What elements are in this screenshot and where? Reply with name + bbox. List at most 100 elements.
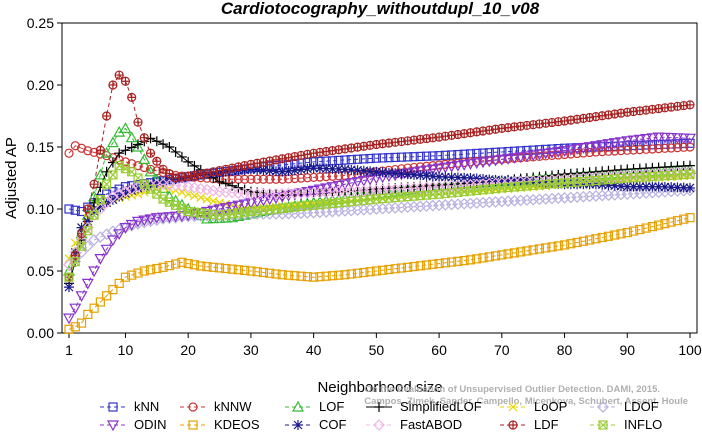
data-point — [108, 285, 118, 295]
data-point — [534, 177, 545, 188]
data-point — [320, 183, 333, 195]
data-point — [158, 139, 169, 150]
data-point — [315, 272, 325, 282]
data-point — [421, 170, 432, 181]
data-point — [133, 161, 143, 171]
x-tick-label: 30 — [243, 342, 259, 358]
legend-label: LoOP — [534, 399, 567, 414]
legend-item-ldof: LDOF — [590, 399, 659, 414]
data-point — [403, 262, 413, 272]
data-point — [151, 136, 162, 147]
data-point — [685, 100, 695, 110]
data-point — [309, 172, 319, 182]
data-point — [133, 117, 143, 127]
data-point — [94, 168, 107, 180]
data-point — [246, 266, 256, 276]
data-point — [89, 179, 99, 189]
data-point — [126, 185, 137, 196]
x-tick-label: 1 — [65, 342, 73, 358]
data-point — [396, 152, 407, 162]
data-point — [120, 272, 131, 282]
data-point — [502, 153, 515, 165]
legend-label: LOF — [319, 399, 344, 414]
watermark-line-1: On the Evaluation of Unsupervised Outlie… — [364, 384, 660, 395]
data-point — [470, 158, 483, 170]
data-point — [672, 182, 683, 193]
data-point — [152, 263, 162, 274]
data-point — [489, 155, 502, 167]
data-point — [131, 216, 145, 228]
series-line — [68, 175, 691, 259]
data-point — [145, 148, 156, 158]
data-point — [94, 254, 107, 265]
data-point — [591, 234, 601, 244]
data-point — [164, 142, 175, 152]
data-point — [522, 246, 532, 256]
data-point — [503, 249, 513, 259]
data-point — [578, 113, 588, 123]
data-point — [64, 324, 74, 334]
data-point — [271, 269, 281, 279]
data-point — [114, 148, 125, 159]
data-point — [113, 188, 126, 200]
data-point — [597, 111, 607, 121]
data-point — [76, 241, 87, 251]
data-point — [119, 223, 132, 234]
legend-marker — [188, 402, 198, 412]
data-point — [483, 156, 496, 168]
x-axis: 1 10 20 30 40 50 60 70 80 90 100 — [65, 333, 702, 358]
data-point — [120, 188, 131, 199]
data-point — [95, 195, 105, 205]
data-point — [603, 146, 614, 156]
legend-marker — [293, 420, 303, 430]
data-point — [476, 157, 490, 169]
data-point — [95, 145, 105, 155]
data-point — [378, 153, 388, 163]
x-tick-label: 90 — [619, 342, 635, 358]
data-point — [151, 177, 162, 188]
data-point — [509, 175, 520, 186]
data-point — [464, 159, 477, 170]
data-point — [616, 229, 626, 239]
data-point — [577, 143, 590, 154]
data-point — [108, 80, 118, 90]
data-point — [641, 223, 651, 233]
data-point — [219, 203, 232, 214]
data-point — [139, 266, 149, 276]
data-point — [171, 259, 181, 269]
data-point — [666, 217, 676, 227]
data-point — [114, 278, 124, 288]
data-point — [451, 160, 464, 172]
data-point — [415, 170, 426, 181]
data-point — [83, 146, 93, 156]
data-point — [144, 179, 157, 192]
legend-item-fastabod: FastABOD — [366, 417, 462, 432]
series-layer — [62, 70, 697, 334]
legend-item-ldf: LDF — [500, 417, 559, 432]
data-point — [107, 190, 119, 203]
data-point — [566, 239, 576, 249]
data-point — [602, 139, 615, 151]
legend-marker — [291, 400, 305, 412]
data-point — [584, 179, 595, 190]
data-point — [396, 168, 407, 179]
data-point — [683, 133, 697, 145]
data-point — [214, 176, 225, 187]
data-point — [666, 143, 676, 153]
data-point — [516, 146, 526, 156]
legend-marker — [106, 420, 120, 432]
data-point — [95, 297, 105, 307]
data-point — [132, 180, 144, 193]
data-point — [545, 147, 559, 159]
data-point — [183, 258, 193, 269]
data-point — [120, 76, 131, 86]
data-point — [290, 151, 300, 162]
data-point — [321, 163, 332, 174]
data-point — [126, 142, 137, 153]
data-point — [685, 169, 695, 179]
data-point — [258, 165, 269, 176]
data-point — [189, 160, 200, 171]
data-point — [158, 262, 168, 272]
data-point — [578, 236, 588, 246]
